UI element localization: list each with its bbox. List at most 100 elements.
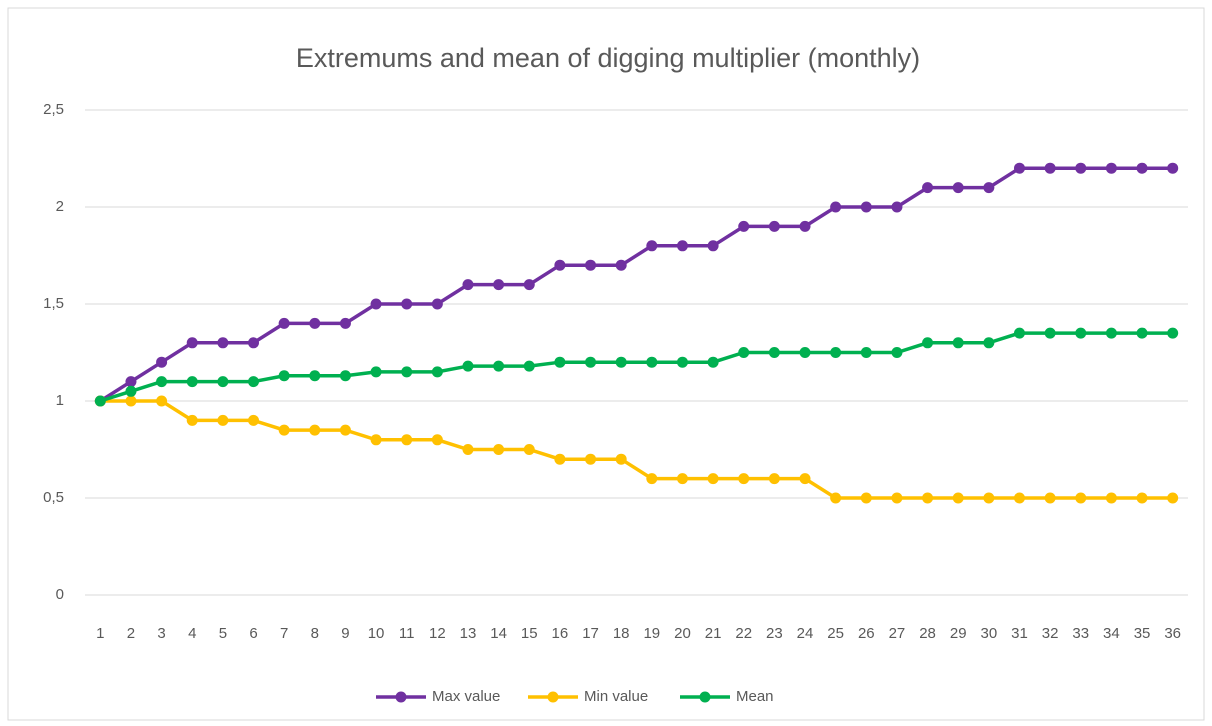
data-point bbox=[585, 356, 597, 368]
x-tick-label: 28 bbox=[919, 625, 936, 642]
data-point bbox=[922, 337, 934, 349]
data-point bbox=[401, 366, 413, 378]
data-point bbox=[278, 317, 290, 329]
x-tick-label: 30 bbox=[981, 625, 998, 642]
data-point bbox=[125, 376, 137, 388]
legend-marker bbox=[547, 691, 559, 703]
x-tick-label: 20 bbox=[674, 625, 691, 642]
data-point bbox=[248, 376, 260, 388]
data-point bbox=[1167, 492, 1179, 504]
data-point bbox=[1136, 162, 1148, 174]
x-tick-label: 6 bbox=[249, 625, 257, 642]
data-point bbox=[401, 298, 413, 310]
x-tick-label: 19 bbox=[643, 625, 660, 642]
data-point bbox=[1013, 492, 1025, 504]
data-point bbox=[156, 395, 168, 407]
x-tick-label: 21 bbox=[705, 625, 722, 642]
data-point bbox=[646, 356, 658, 368]
data-point bbox=[94, 395, 106, 407]
data-point bbox=[248, 337, 260, 349]
data-point bbox=[186, 414, 198, 426]
data-point bbox=[217, 414, 229, 426]
data-point bbox=[891, 347, 903, 358]
data-point bbox=[493, 444, 505, 455]
data-point bbox=[676, 240, 688, 252]
x-tick-label: 2 bbox=[127, 625, 135, 642]
data-point bbox=[1075, 162, 1087, 174]
x-tick-label: 13 bbox=[460, 625, 477, 642]
data-point bbox=[1075, 327, 1087, 339]
data-point bbox=[922, 492, 934, 504]
data-point bbox=[125, 395, 137, 407]
data-point bbox=[156, 356, 168, 368]
data-point bbox=[523, 360, 535, 372]
data-point bbox=[676, 473, 688, 485]
data-point bbox=[523, 279, 535, 291]
data-point bbox=[554, 356, 566, 368]
data-point bbox=[462, 279, 474, 291]
x-tick-label: 8 bbox=[311, 625, 319, 642]
legend-label: Max value bbox=[432, 688, 500, 705]
data-point bbox=[248, 414, 260, 426]
data-point bbox=[830, 201, 842, 213]
data-point bbox=[217, 376, 229, 388]
y-tick-label: 0 bbox=[56, 586, 64, 603]
x-tick-label: 22 bbox=[735, 625, 752, 642]
chart-title: Extremums and mean of digging multiplier… bbox=[296, 43, 920, 73]
y-tick-label: 0,5 bbox=[43, 489, 64, 506]
data-point bbox=[768, 473, 780, 485]
x-tick-label: 31 bbox=[1011, 625, 1028, 642]
data-point bbox=[431, 434, 443, 446]
data-point bbox=[860, 492, 872, 504]
data-point bbox=[431, 298, 443, 310]
data-point bbox=[339, 424, 351, 436]
data-point bbox=[891, 492, 903, 504]
data-point bbox=[1167, 327, 1179, 339]
data-point bbox=[830, 492, 842, 504]
data-point bbox=[615, 259, 627, 271]
data-point bbox=[1105, 327, 1117, 339]
data-point bbox=[799, 473, 811, 485]
data-point bbox=[339, 317, 351, 329]
x-tick-label: 36 bbox=[1164, 625, 1181, 642]
data-point bbox=[493, 279, 505, 291]
data-point bbox=[278, 424, 290, 436]
data-point bbox=[217, 337, 229, 349]
data-point bbox=[462, 444, 474, 455]
data-point bbox=[370, 434, 382, 446]
x-tick-label: 16 bbox=[552, 625, 569, 642]
x-tick-label: 1 bbox=[96, 625, 104, 642]
data-point bbox=[922, 182, 934, 194]
legend-label: Mean bbox=[736, 688, 774, 705]
x-tick-label: 32 bbox=[1042, 625, 1059, 642]
data-point bbox=[523, 444, 535, 455]
y-tick-label: 1 bbox=[56, 392, 64, 409]
data-point bbox=[186, 376, 198, 388]
y-tick-label: 1,5 bbox=[43, 295, 64, 312]
data-point bbox=[860, 347, 872, 358]
legend-label: Min value bbox=[584, 688, 648, 705]
x-tick-label: 18 bbox=[613, 625, 630, 642]
data-point bbox=[1013, 162, 1025, 174]
x-tick-label: 33 bbox=[1072, 625, 1089, 642]
data-point bbox=[370, 366, 382, 378]
data-point bbox=[1044, 327, 1056, 339]
x-tick-label: 3 bbox=[157, 625, 165, 642]
data-point bbox=[952, 492, 964, 504]
data-point bbox=[676, 356, 688, 368]
data-point bbox=[707, 240, 719, 252]
data-point bbox=[799, 347, 811, 358]
data-point bbox=[1075, 492, 1087, 504]
data-point bbox=[401, 434, 413, 446]
data-point bbox=[278, 370, 290, 382]
data-point bbox=[1044, 492, 1056, 504]
data-point bbox=[646, 473, 658, 485]
data-point bbox=[309, 424, 321, 436]
data-point bbox=[983, 182, 995, 194]
data-point bbox=[1167, 162, 1179, 174]
x-tick-label: 10 bbox=[368, 625, 385, 642]
data-point bbox=[186, 337, 198, 349]
x-tick-label: 5 bbox=[219, 625, 227, 642]
data-point bbox=[952, 182, 964, 194]
data-point bbox=[339, 370, 351, 382]
